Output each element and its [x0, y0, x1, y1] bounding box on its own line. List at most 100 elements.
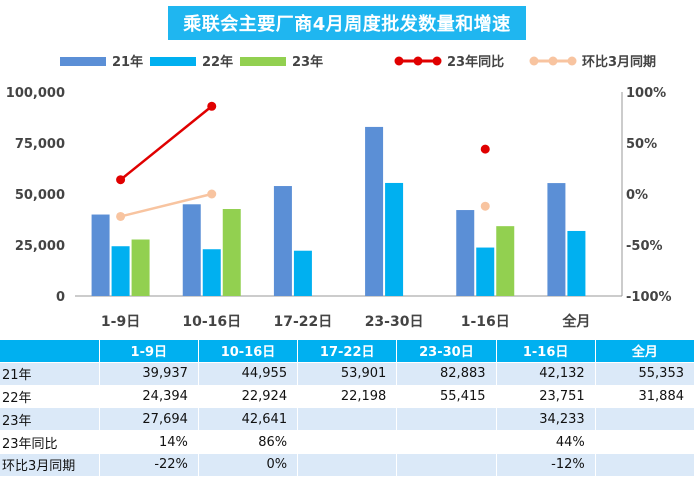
- y-tick-label: 0: [56, 290, 65, 305]
- y-tick-label: 100,000: [6, 86, 65, 101]
- bar: [182, 204, 201, 296]
- table-cell: [595, 430, 695, 454]
- table-cell: [396, 453, 497, 477]
- table-body: 21年 39,937 44,955 53,901 82,883 42,132 55,353 2…: [0, 362, 695, 477]
- x-tick-label: 23-30日: [365, 314, 424, 330]
- table-cell: [297, 407, 398, 432]
- legend-swatch: [240, 57, 286, 66]
- bar: [131, 239, 150, 296]
- table-cell: 42,641: [198, 407, 299, 432]
- series-point: [480, 144, 490, 154]
- y-tick-label: 75,000: [15, 137, 65, 152]
- bar: [222, 209, 241, 296]
- x-tick-label: 1-9日: [101, 314, 140, 330]
- table-cell: 23,751: [496, 385, 596, 409]
- y2-tick-label: 0%: [626, 188, 648, 203]
- table-cell: 53,901: [297, 362, 398, 386]
- table-cell: 39,937: [99, 362, 199, 386]
- table-row-label: 23年: [0, 407, 100, 432]
- bar: [365, 126, 384, 297]
- bar: [111, 246, 130, 296]
- legend-swatch-point: [394, 56, 404, 66]
- bar: [567, 230, 586, 296]
- y-tick-label: 50,000: [15, 188, 65, 203]
- bar: [385, 182, 404, 296]
- table-row-label: 23年同比: [0, 430, 100, 454]
- legend-label: 环比3月同期: [582, 54, 656, 70]
- table-cell: [297, 453, 398, 477]
- table-cell: 42,132: [496, 362, 596, 386]
- bar: [476, 247, 495, 296]
- x-tick-label: 10-16日: [182, 314, 241, 330]
- table-cell: 0%: [198, 453, 299, 477]
- legend-swatch: [60, 57, 106, 66]
- bar: [91, 214, 110, 296]
- table-cell: 27,694: [99, 407, 199, 432]
- x-tick-label: 1-16日: [461, 314, 510, 330]
- legend-label: 21年: [112, 54, 143, 70]
- series-point: [480, 201, 490, 211]
- table-cell: 24,394: [99, 385, 199, 409]
- y-tick-label: 25,000: [15, 239, 65, 254]
- table-header-cell: 10-16日: [198, 340, 299, 363]
- y2-tick-label: -50%: [626, 239, 663, 254]
- series-point: [207, 101, 217, 111]
- legend-label: 22年: [202, 54, 233, 70]
- legend-swatch-point: [413, 56, 423, 66]
- table-cell: 22,924: [198, 385, 299, 409]
- legend-label: 23年: [292, 54, 323, 70]
- table-cell: 55,415: [396, 385, 497, 409]
- table-cell: [595, 453, 695, 477]
- table-header-cell: [0, 340, 100, 363]
- table-cell: 31,884: [595, 385, 695, 409]
- bar: [202, 249, 221, 296]
- table-header-cell: 17-22日: [297, 340, 398, 363]
- table-cell: 44%: [496, 430, 596, 454]
- table-cell: 14%: [99, 430, 199, 454]
- table-row-label: 22年: [0, 385, 100, 409]
- legend-swatch-point: [567, 56, 577, 66]
- x-tick-label: 17-22日: [274, 314, 333, 330]
- legend-swatch: [150, 57, 196, 66]
- series-line: [119, 105, 213, 181]
- table-row-label: 21年: [0, 362, 100, 386]
- table-row: 23年同比 14% 86% 44%: [0, 430, 695, 454]
- legend-swatch-point: [529, 56, 539, 66]
- table-cell: [396, 430, 497, 454]
- data-table: 1-9日 10-16日 17-22日 23-30日 1-16日 全月 21年 39,937 4…: [0, 340, 695, 477]
- x-tick-label: 全月: [561, 313, 590, 330]
- table-cell: 86%: [198, 430, 299, 454]
- bar: [456, 210, 475, 296]
- table-header-row: 1-9日 10-16日 17-22日 23-30日 1-16日 全月: [0, 340, 695, 363]
- legend-swatch-point: [548, 56, 558, 66]
- bar: [496, 226, 515, 296]
- table-cell: -22%: [99, 453, 199, 477]
- table-cell: 34,233: [496, 407, 596, 432]
- series-point: [116, 211, 126, 221]
- series-point: [207, 189, 217, 199]
- table-cell: [396, 407, 497, 432]
- table-cell: [595, 407, 695, 432]
- bar: [293, 250, 312, 296]
- table-cell: [297, 430, 398, 454]
- table-cell: 82,883: [396, 362, 497, 386]
- table-cell: 55,353: [595, 362, 695, 386]
- table-row: 环比3月同期 -22% 0% -12%: [0, 453, 695, 477]
- y2-tick-label: 100%: [626, 86, 666, 101]
- chart-title: 乘联会主要厂商4月周度批发数量和增速: [168, 6, 526, 40]
- series-line: [120, 192, 213, 218]
- table-header-cell: 1-16日: [496, 340, 596, 363]
- combo-chart: 0 25,000 50,000 75,000 100,000 -100% -50% 0% 50%…: [6, 54, 672, 330]
- table-row: 22年 24,394 22,924 22,198 55,415 23,751 31,884: [0, 385, 695, 409]
- y2-tick-label: -100%: [626, 290, 672, 305]
- table-header-cell: 23-30日: [396, 340, 497, 363]
- table-cell: -12%: [496, 453, 596, 477]
- bar: [273, 186, 292, 296]
- table-cell: 22,198: [297, 385, 398, 409]
- y2-tick-label: 50%: [626, 137, 657, 152]
- table-row: 21年 39,937 44,955 53,901 82,883 42,132 55,353: [0, 362, 695, 386]
- bar: [547, 183, 566, 296]
- table-header-cell: 1-9日: [99, 340, 199, 363]
- series-point: [116, 175, 126, 185]
- table-cell: 44,955: [198, 362, 299, 386]
